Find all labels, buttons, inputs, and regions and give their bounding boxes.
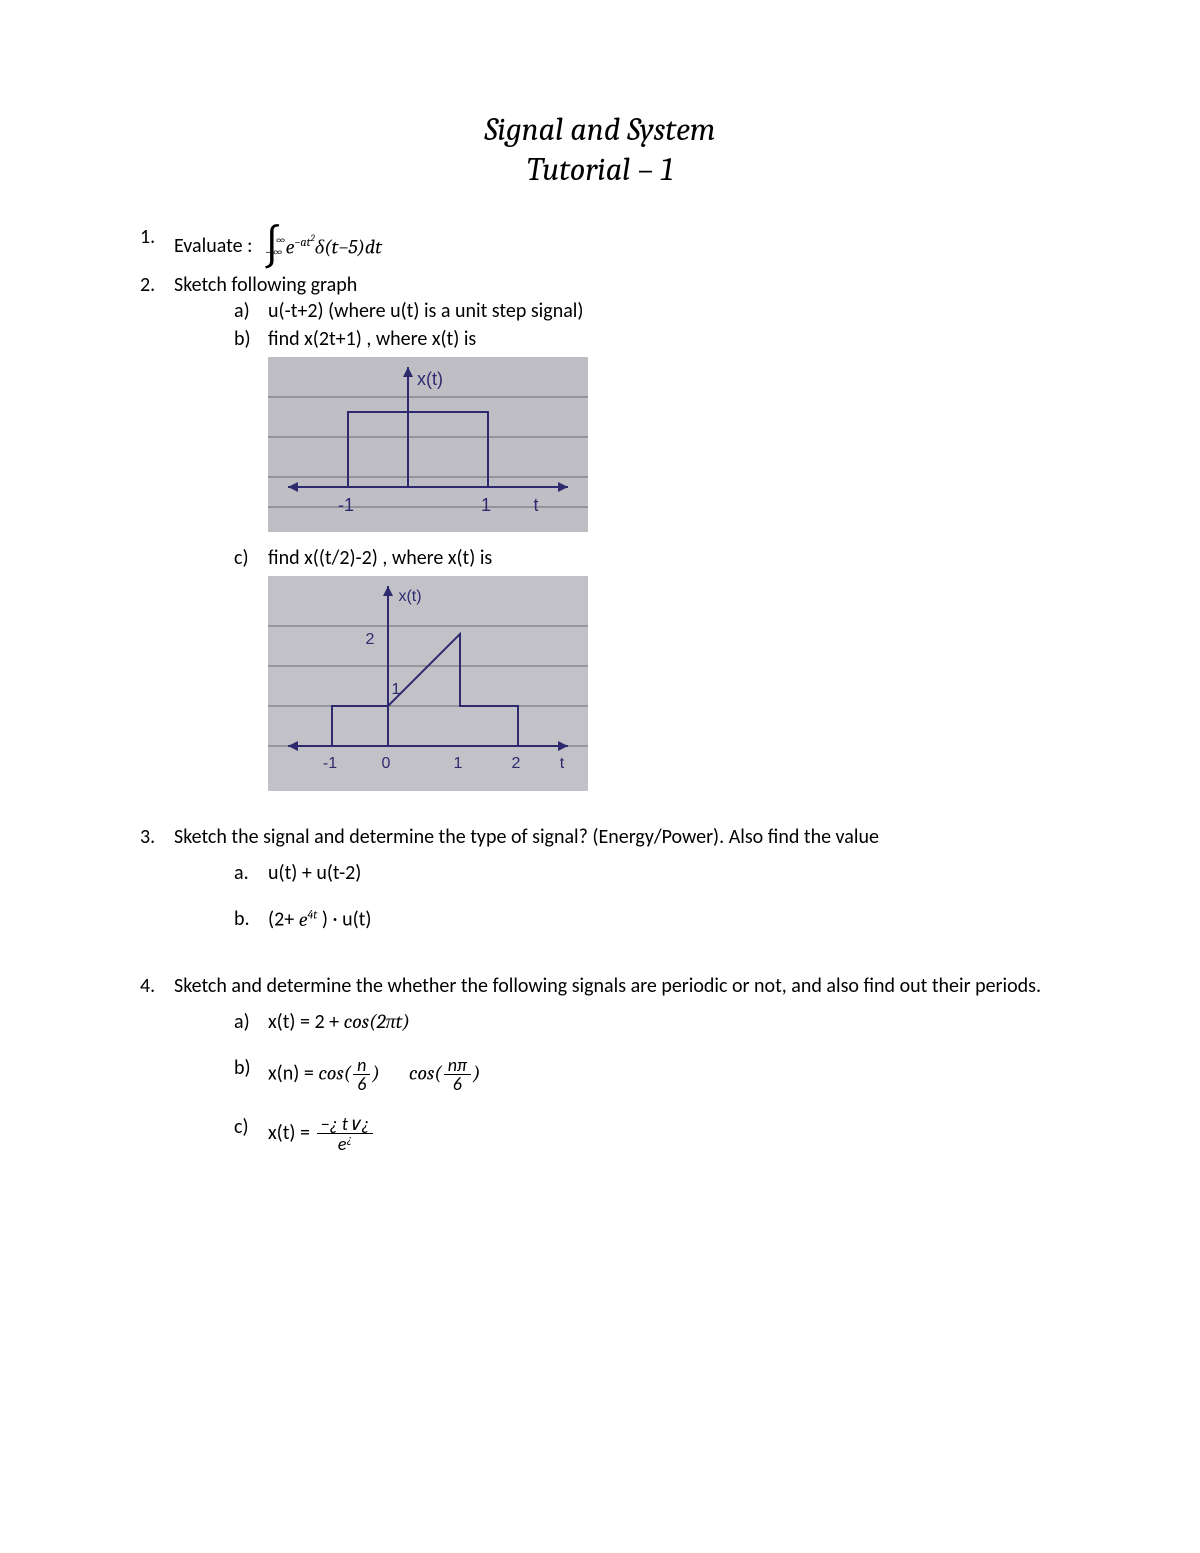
q4-a-body: x(t) = 2 + cos(2πt): [268, 1010, 1060, 1034]
integral-body: e−at2δ(t−5)dt: [286, 234, 382, 260]
q4-body: Sketch and determine the whether the fol…: [174, 974, 1060, 1175]
q4-c-prefix: x(t) =: [268, 1120, 315, 1144]
figure-c-svg: x(t) 2 1 -1 0 1 2 t: [268, 576, 588, 791]
q4-text: Sketch and determine the whether the fol…: [174, 974, 1041, 998]
q4-b-label: b): [234, 1056, 268, 1080]
q4-b-frac1: n6: [353, 1056, 370, 1093]
q2-c-text: find x((t/2)-2) , where x(t) is: [268, 546, 492, 570]
document-page: Signal and System Tutorial – 1 1. Evalua…: [0, 0, 1200, 1553]
page-title: Signal and System Tutorial – 1: [140, 110, 1060, 190]
svg-text:-1: -1: [338, 495, 354, 515]
q2-c: c) find x((t/2)-2) , where x(t) is x(t) 2…: [234, 546, 1060, 801]
q3-a-label: a.: [234, 861, 268, 885]
q2-b: b) find x(2t+1) , where x(t) is x(t) -1 1 t: [234, 327, 1060, 542]
svg-text:t: t: [533, 495, 538, 515]
q3-text: Sketch the signal and determine the type…: [174, 825, 879, 849]
q3-b: b. (2+ e4t ) · u(t): [234, 907, 1060, 932]
q4-b-prefix: x(n) =: [268, 1061, 318, 1085]
svg-text:1: 1: [392, 681, 401, 698]
figure-b-svg: x(t) -1 1 t: [268, 357, 588, 532]
q1-body: Evaluate : ∫ ∞ −∞ e−at2δ(t−5)dt: [174, 225, 1060, 269]
q2-a: a) u(-t+2) (where u(t) is a unit step si…: [234, 299, 1060, 323]
q4-sublist: a) x(t) = 2 + cos(2πt) b) x(n) = cos(n6)…: [234, 1010, 1060, 1153]
q2-b-label: b): [234, 327, 268, 351]
q4-b-frac2: nπ6: [444, 1056, 471, 1093]
q4-a-prefix: x(t) = 2 +: [268, 1010, 344, 1034]
q3-body: Sketch the signal and determine the type…: [174, 825, 1060, 954]
svg-text:t: t: [560, 755, 565, 772]
question-4: 4. Sketch and determine the whether the …: [140, 974, 1060, 1175]
question-2: 2. Sketch following graph a) u(-t+2) (wh…: [140, 273, 1060, 805]
q4-b-body: x(n) = cos(n6) cos(nπ6): [268, 1056, 1060, 1093]
integral-lower: −∞: [265, 231, 283, 275]
figure-c: x(t) 2 1 -1 0 1 2 t: [268, 576, 1060, 791]
q1-text: Evaluate :: [174, 234, 252, 258]
q3-sublist: a. u(t) + u(t-2) b. (2+ e4t ) · u(t): [234, 861, 1060, 932]
q4-c-frac: −¿ t∨¿ e¿: [317, 1115, 374, 1153]
svg-text:x(t): x(t): [398, 588, 421, 605]
q3-b-prefix: (2+: [268, 908, 299, 932]
svg-text:x(t): x(t): [417, 369, 443, 389]
q4-a-cos: cos(2πt): [344, 1010, 410, 1033]
q4-c-body: x(t) = −¿ t∨¿ e¿: [268, 1115, 1060, 1153]
q3-a-text: u(t) + u(t-2): [268, 861, 1060, 885]
svg-text:1: 1: [481, 495, 491, 515]
question-1: 1. Evaluate : ∫ ∞ −∞ e−at2δ(t−5)dt: [140, 225, 1060, 269]
svg-text:-1: -1: [323, 755, 337, 772]
q4-a: a) x(t) = 2 + cos(2πt): [234, 1010, 1060, 1034]
q4-c-label: c): [234, 1115, 268, 1139]
svg-text:2: 2: [366, 631, 375, 648]
title-line-2: Tutorial – 1: [140, 150, 1060, 190]
q3-b-exp: e4t: [299, 908, 318, 931]
q3-number: 3.: [140, 825, 174, 954]
question-list: 1. Evaluate : ∫ ∞ −∞ e−at2δ(t−5)dt 2.: [140, 225, 1060, 1175]
figure-b: x(t) -1 1 t: [268, 357, 1060, 532]
q2-a-text: u(-t+2) (where u(t) is a unit step signa…: [268, 299, 1060, 323]
q2-c-label: c): [234, 546, 268, 570]
q3-b-suffix: ) · u(t): [317, 908, 371, 932]
q2-number: 2.: [140, 273, 174, 805]
svg-text:0: 0: [382, 755, 391, 772]
integral-sign: ∫ ∞ −∞: [263, 225, 282, 269]
q2-body: Sketch following graph a) u(-t+2) (where…: [174, 273, 1060, 805]
svg-text:2: 2: [512, 755, 521, 772]
q2-b-body: find x(2t+1) , where x(t) is x(t) -1 1 t: [268, 327, 1060, 542]
q2-a-label: a): [234, 299, 268, 323]
q1-integral: ∫ ∞ −∞ e−at2δ(t−5)dt: [263, 225, 382, 269]
q2-c-body: find x((t/2)-2) , where x(t) is x(t) 2 1 -1…: [268, 546, 1060, 801]
q2-sublist: a) u(-t+2) (where u(t) is a unit step si…: [234, 299, 1060, 801]
question-3: 3. Sketch the signal and determine the t…: [140, 825, 1060, 954]
svg-text:1: 1: [454, 755, 463, 772]
q3-b-body: (2+ e4t ) · u(t): [268, 907, 1060, 932]
q4-b: b) x(n) = cos(n6) cos(nπ6): [234, 1056, 1060, 1093]
q4-number: 4.: [140, 974, 174, 1175]
q4-a-label: a): [234, 1010, 268, 1034]
q4-c: c) x(t) = −¿ t∨¿ e¿: [234, 1115, 1060, 1153]
title-line-1: Signal and System: [140, 110, 1060, 150]
q3-b-label: b.: [234, 907, 268, 931]
q3-a: a. u(t) + u(t-2): [234, 861, 1060, 885]
q2-b-text: find x(2t+1) , where x(t) is: [268, 327, 476, 351]
q2-text: Sketch following graph: [174, 273, 357, 297]
q1-number: 1.: [140, 225, 174, 269]
